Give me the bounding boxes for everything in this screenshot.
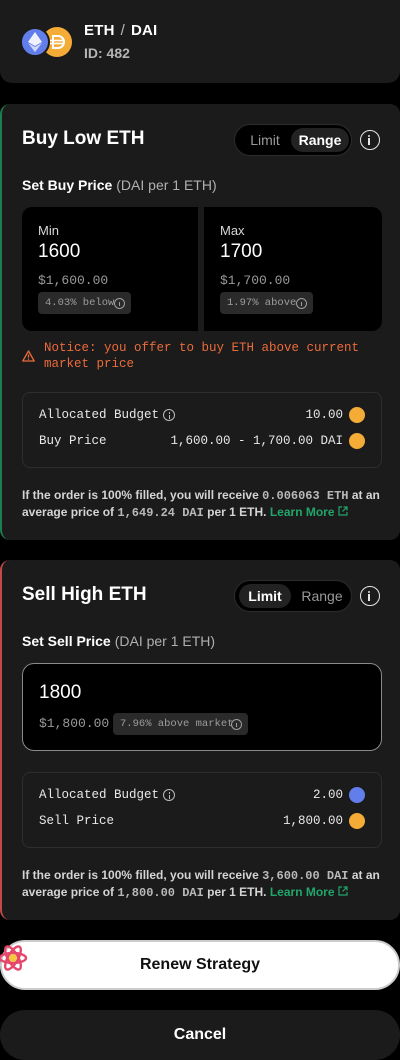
buy-price-unit: (DAI per 1 ETH) bbox=[116, 177, 217, 193]
buy-max-price-input[interactable]: Max 1700 $1,700.00 1.97% above bbox=[204, 207, 382, 331]
max-label: Max bbox=[220, 223, 245, 238]
sell-order-type-toggle: Limit Range bbox=[234, 580, 352, 612]
sell-allocated-budget-row: Allocated Budget 2.00 bbox=[39, 786, 365, 806]
quote-token-symbol: DAI bbox=[130, 22, 158, 39]
buy-price-row: Buy Price 1,600.00 - 1,700.00 DAI bbox=[39, 432, 365, 452]
sell-card-title: Sell High ETH bbox=[22, 584, 147, 605]
buy-order-type-toggle: Limit Range bbox=[234, 124, 352, 156]
eth-token-icon bbox=[349, 787, 365, 803]
sell-market-delta-badge: 7.96% above market bbox=[113, 713, 248, 735]
learn-more-label: Learn More bbox=[269, 885, 335, 899]
min-label: Min bbox=[38, 223, 59, 238]
dai-token-icon bbox=[349, 433, 365, 449]
learn-more-link[interactable]: Learn More bbox=[270, 885, 348, 899]
external-link-icon bbox=[338, 506, 348, 516]
buy-order-card: Buy Low ETH Limit Range Set Buy Price (DA… bbox=[0, 104, 400, 540]
buy-min-price-input[interactable]: Min 1600 $1,600.00 4.03% below bbox=[22, 207, 198, 331]
sell-price-summary-value: 1,800.00 bbox=[282, 814, 343, 828]
strategy-header: ETH / DAI ID: 482 bbox=[0, 0, 400, 83]
min-usd-value: $1,600.00 bbox=[38, 273, 109, 288]
notice-text: Notice: you offer to buy ETH above curre… bbox=[44, 341, 360, 371]
eth-token-icon bbox=[20, 27, 50, 57]
min-delta-info-icon[interactable] bbox=[114, 298, 125, 309]
token-pair-icons bbox=[20, 27, 74, 57]
buy-card-title: Buy Low ETH bbox=[22, 128, 145, 149]
dai-token-icon bbox=[349, 407, 365, 423]
sell-fill-summary: If the order is 100% filled, you will re… bbox=[22, 867, 382, 901]
sell-order-card: Sell High ETH Limit Range Set Sell Price… bbox=[0, 560, 400, 920]
sell-market-delta-text: 7.96% above market bbox=[120, 718, 234, 730]
allocated-budget-info-icon[interactable] bbox=[163, 409, 175, 421]
buy-allocated-budget-row: Allocated Budget 10.00 bbox=[39, 406, 365, 426]
min-market-delta-badge: 4.03% below bbox=[38, 292, 131, 314]
buy-set-price-title: Set Buy Price bbox=[22, 177, 113, 193]
summary-text: per 1 ETH. bbox=[203, 885, 270, 899]
sell-budget-summary: Allocated Budget 2.00 Sell Price 1,800.0… bbox=[22, 772, 382, 848]
summary-text: If the order is 100% filled, you will re… bbox=[22, 868, 263, 882]
sell-set-price-label: Set Sell Price (DAI per 1 ETH) bbox=[22, 633, 215, 649]
buy-limit-option[interactable]: Limit bbox=[250, 132, 280, 148]
buy-set-price-label: Set Buy Price (DAI per 1 ETH) bbox=[22, 177, 217, 193]
buy-range-option[interactable]: Range bbox=[291, 128, 349, 152]
max-market-delta-text: 1.97% above bbox=[227, 297, 297, 309]
sell-delta-info-icon[interactable] bbox=[231, 719, 242, 730]
dai-token-icon bbox=[349, 813, 365, 829]
renew-strategy-button[interactable]: Renew Strategy bbox=[0, 940, 400, 990]
sell-price-input[interactable]: 1800 $1,800.00 7.96% above market bbox=[22, 663, 382, 751]
summary-average-price: 1,649.24 DAI bbox=[117, 506, 204, 520]
summary-receive-amount: 0.006063 ETH bbox=[262, 489, 349, 503]
sell-price-label: Sell Price bbox=[39, 814, 115, 828]
max-usd-value: $1,700.00 bbox=[220, 273, 291, 288]
min-value: 1600 bbox=[38, 241, 81, 262]
cancel-button[interactable]: Cancel bbox=[0, 1010, 400, 1060]
allocated-budget-label: Allocated Budget bbox=[39, 788, 160, 802]
strategy-id: ID: 482 bbox=[84, 45, 130, 61]
sell-price-row: Sell Price 1,800.00 bbox=[39, 812, 365, 832]
pair-separator: / bbox=[120, 22, 125, 39]
sell-price-unit: (DAI per 1 ETH) bbox=[114, 633, 216, 649]
base-token-symbol: ETH bbox=[84, 22, 115, 39]
summary-text: per 1 ETH. bbox=[203, 505, 270, 519]
max-value: 1700 bbox=[220, 241, 263, 262]
summary-receive-amount: 3,600.00 DAI bbox=[262, 869, 349, 883]
pair-title: ETH / DAI bbox=[84, 22, 157, 39]
buy-info-icon[interactable] bbox=[360, 130, 380, 150]
warning-icon bbox=[22, 350, 35, 362]
max-delta-info-icon[interactable] bbox=[296, 298, 307, 309]
sell-info-icon[interactable] bbox=[360, 586, 380, 606]
summary-average-price: 1,800.00 DAI bbox=[117, 886, 204, 900]
learn-more-link[interactable]: Learn More bbox=[270, 505, 348, 519]
allocated-budget-info-icon[interactable] bbox=[163, 789, 175, 801]
buy-price-label: Buy Price bbox=[39, 434, 107, 448]
buy-budget-summary: Allocated Budget 10.00 Buy Price 1,600.0… bbox=[22, 392, 382, 468]
react-devtools-icon[interactable] bbox=[0, 940, 34, 976]
learn-more-label: Learn More bbox=[269, 505, 335, 519]
max-market-delta-badge: 1.97% above bbox=[220, 292, 313, 314]
sell-set-price-title: Set Sell Price bbox=[22, 633, 111, 649]
allocated-budget-value: 10.00 bbox=[305, 408, 343, 422]
summary-text: at an average price of bbox=[22, 868, 380, 899]
allocated-budget-label: Allocated Budget bbox=[39, 408, 160, 422]
external-link-icon bbox=[338, 886, 348, 896]
summary-text: at an average price of bbox=[22, 488, 380, 519]
buy-fill-summary: If the order is 100% filled, you will re… bbox=[22, 487, 382, 521]
buy-price-value: 1,600.00 - 1,700.00 DAI bbox=[170, 434, 343, 448]
sell-limit-option[interactable]: Limit bbox=[239, 584, 291, 608]
min-market-delta-text: 4.03% below bbox=[45, 297, 115, 309]
allocated-budget-value: 2.00 bbox=[312, 788, 343, 802]
summary-text: If the order is 100% filled, you will re… bbox=[22, 488, 263, 502]
sell-range-option[interactable]: Range bbox=[301, 588, 343, 604]
sell-usd-value: $1,800.00 bbox=[39, 716, 110, 731]
sell-price-value: 1800 bbox=[39, 682, 82, 703]
